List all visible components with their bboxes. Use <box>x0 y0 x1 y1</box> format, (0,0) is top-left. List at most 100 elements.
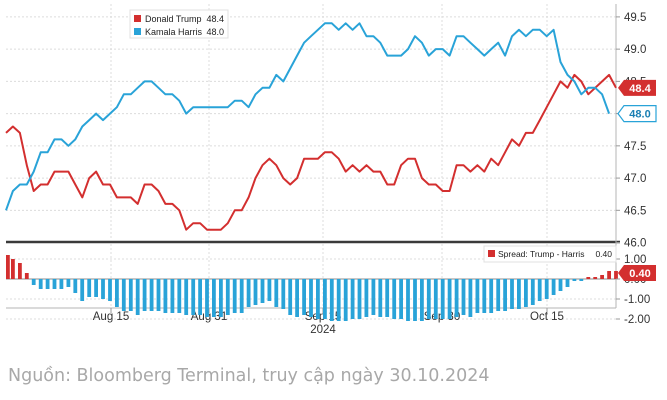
spread-bar <box>295 279 299 317</box>
end-badge-shape <box>618 265 656 281</box>
legend-box <box>483 245 617 263</box>
legend-series-value: 48.4 <box>206 14 224 24</box>
spread-bar <box>343 279 348 321</box>
spread-bar <box>45 279 50 289</box>
spread-bar <box>198 279 202 315</box>
spread-bar <box>108 279 112 301</box>
spread-bar <box>191 279 196 315</box>
x-tick-label: Oct 15 <box>530 311 564 323</box>
spread-bar <box>66 279 71 287</box>
spread-bar <box>385 279 390 317</box>
legend-swatch <box>134 15 141 22</box>
spread-bar <box>392 279 397 319</box>
spread-bar <box>378 279 383 317</box>
spread-bar <box>156 279 161 311</box>
spread-bar <box>510 279 514 309</box>
y-tick-label: 47.5 <box>624 141 646 153</box>
spread-bar <box>517 279 521 309</box>
end-badge-label: 48.4 <box>629 83 651 95</box>
spread-bar <box>163 279 168 313</box>
spread-bar <box>59 279 64 289</box>
spread-bar <box>406 279 410 321</box>
spread-bar <box>52 279 57 289</box>
spread-bar <box>38 279 43 289</box>
harris-series-line <box>5 22 611 211</box>
spread-bar <box>94 279 98 297</box>
spread-bar <box>323 279 327 319</box>
spread-bar <box>87 279 92 297</box>
spread-bar <box>274 279 279 307</box>
spread-bar <box>121 279 126 311</box>
spread-bar <box>503 279 507 311</box>
spread-bar <box>350 279 355 319</box>
legend-series-value: 0.40 <box>595 249 612 259</box>
spread-bar <box>440 279 445 319</box>
spread-bar <box>212 279 216 317</box>
spread-bar <box>600 275 604 279</box>
spread-bar <box>357 279 362 319</box>
spread-bar <box>530 279 535 305</box>
spread-bar <box>454 279 459 317</box>
spread-bar <box>544 279 549 299</box>
y-tick-label: -1.00 <box>624 294 650 306</box>
legend-series-name: Donald Trump <box>145 14 202 24</box>
spread-bar <box>336 279 341 321</box>
legend-box <box>129 9 229 39</box>
spread-bar <box>426 279 431 319</box>
y-tick-label: 49.5 <box>624 12 646 24</box>
spread-bar <box>482 279 487 313</box>
spread-bar <box>302 279 306 315</box>
spread-bar <box>288 279 293 315</box>
end-badge-shape <box>617 105 657 123</box>
end-badge-label: 0.40 <box>629 268 650 280</box>
spread-bar <box>73 279 78 293</box>
spread-bar <box>170 279 175 313</box>
spread-bar <box>232 279 237 313</box>
spread-bar <box>128 279 133 311</box>
spread-bar <box>115 279 119 307</box>
spread-bar <box>537 279 542 301</box>
spread-bar <box>31 279 36 285</box>
spread-bar <box>184 279 189 315</box>
y-tick-label: 47.0 <box>624 173 646 185</box>
spread-bar <box>413 279 417 321</box>
lower-panel-bars <box>6 255 618 321</box>
source-note: Nguồn: Bloomberg Terminal, truy cập ngày… <box>8 366 490 386</box>
spread-bar <box>433 279 438 319</box>
spread-bar <box>371 279 376 315</box>
legend-swatch <box>488 250 495 257</box>
spread-bar <box>461 279 466 315</box>
spread-bar <box>593 277 598 279</box>
spread-bar <box>558 279 563 291</box>
spread-bar <box>475 279 480 313</box>
end-badge-label: 48.0 <box>629 109 650 121</box>
spread-bar <box>551 279 556 295</box>
spread-bar <box>468 279 473 317</box>
spread-bar <box>496 279 501 311</box>
harris-end-badge: 48.0 <box>617 105 657 123</box>
spread-bar <box>489 279 494 313</box>
spread-bar <box>6 255 10 279</box>
legend-swatch <box>134 28 141 35</box>
spread-bar <box>586 277 591 279</box>
spread-bar <box>225 279 230 315</box>
spread-bar <box>149 279 154 311</box>
spread-bar <box>239 279 244 313</box>
upper-panel-series <box>5 22 617 231</box>
spread-bar <box>80 279 85 301</box>
spread-bar <box>281 279 286 309</box>
lower-y-axis: 1.000.00-1.00-2.000.40 <box>616 254 656 326</box>
spread-bar <box>524 279 528 307</box>
spread-bar <box>18 263 22 279</box>
spread-bar <box>572 279 577 281</box>
spread-bar <box>447 279 452 319</box>
spread-bar <box>24 273 29 279</box>
spread-bar <box>205 279 209 317</box>
end-badge-shape <box>618 79 656 96</box>
spread-bar <box>607 271 611 279</box>
spread-bar <box>253 279 258 305</box>
spread-bar <box>135 279 140 315</box>
